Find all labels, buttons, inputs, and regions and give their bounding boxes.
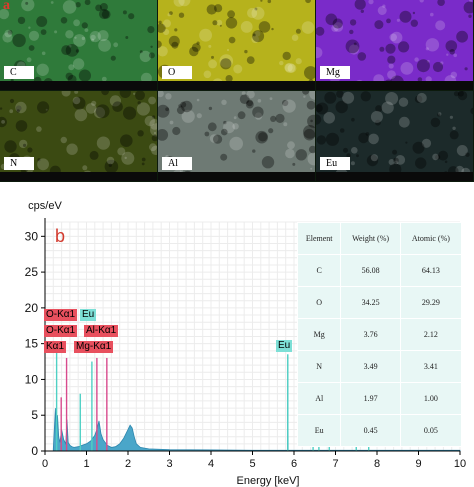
- x-tick-label: 3: [166, 458, 172, 470]
- map-texture: [0, 91, 157, 181]
- table-row: N 3.49 3.41: [296, 350, 463, 383]
- map-label: Eu: [320, 157, 350, 170]
- x-tick-label: 10: [454, 458, 466, 470]
- peak-label: Kα1: [44, 341, 67, 353]
- table-cell: O: [296, 286, 342, 319]
- table-cell: Eu: [296, 414, 342, 447]
- table-cell: Al: [296, 382, 342, 415]
- map-scale-footer: [316, 172, 473, 181]
- table-cell: Mg: [296, 318, 342, 351]
- table-cell: 3.41: [399, 350, 463, 383]
- peak-label: O-Kα1: [44, 325, 78, 337]
- x-tick-label: 6: [291, 458, 297, 470]
- x-tick-label: 0: [42, 458, 48, 470]
- map-tile-n: N: [0, 91, 157, 181]
- table-row: Mg 3.76 2.12: [296, 318, 463, 351]
- y-tick-label: 25: [25, 265, 39, 279]
- map-label: N: [4, 157, 34, 170]
- y-tick-label: 5: [31, 408, 38, 422]
- peak-label: Eu: [276, 340, 293, 352]
- x-axis-label: Energy [keV]: [237, 475, 300, 487]
- x-tick-label: 5: [249, 458, 255, 470]
- table-header-cell: Element: [296, 222, 342, 255]
- x-tick-label: 7: [332, 458, 338, 470]
- table-cell: N: [296, 350, 342, 383]
- table-cell: C: [296, 254, 342, 287]
- composition-table: Element Weight (%) Atomic (%) C 56.08 64.13 O…: [296, 222, 463, 447]
- panel-a-letter: a: [3, 0, 10, 13]
- map-tile-eu: Eu: [316, 91, 473, 181]
- y-axis-label: cps/eV: [28, 200, 62, 212]
- table-cell: 0.45: [340, 414, 401, 447]
- map-scale-footer: [316, 81, 473, 90]
- y-tick-label: 15: [25, 337, 39, 351]
- x-tick-label: 8: [374, 458, 380, 470]
- map-tile-o: O: [158, 0, 315, 90]
- peak-label: Eu: [80, 309, 97, 321]
- table-cell: 3.76: [340, 318, 401, 351]
- table-row: O 34.25 29.29: [296, 286, 463, 319]
- composition-table-header: Element Weight (%) Atomic (%): [296, 222, 463, 255]
- peak-label: Al-Kα1: [84, 325, 119, 337]
- table-cell: 0.05: [399, 414, 463, 447]
- table-row: C 56.08 64.13: [296, 254, 463, 287]
- map-label: C: [4, 66, 34, 79]
- map-tile-mg: Mg: [316, 0, 473, 90]
- map-texture: [316, 0, 473, 90]
- peak-label: O-Kα1: [44, 309, 78, 321]
- table-cell: 1.00: [399, 382, 463, 415]
- map-label: O: [162, 66, 192, 79]
- map-tile-c: C: [0, 0, 157, 90]
- x-tick-label: 4: [208, 458, 214, 470]
- table-cell: 56.08: [340, 254, 401, 287]
- table-cell: 29.29: [399, 286, 463, 319]
- map-scale-footer: [0, 172, 157, 181]
- y-tick-label: 30: [25, 229, 39, 243]
- y-tick-label: 0: [31, 444, 38, 458]
- table-row: Al 1.97 1.00: [296, 382, 463, 415]
- map-scale-footer: [0, 81, 157, 90]
- x-tick-label: 2: [125, 458, 131, 470]
- peak-label: Mg-Kα1: [74, 341, 114, 353]
- map-label: Al: [162, 157, 192, 170]
- map-scale-footer: [158, 81, 315, 90]
- x-tick-label: 1: [83, 458, 89, 470]
- table-cell: 2.12: [399, 318, 463, 351]
- table-row: Eu 0.45 0.05: [296, 414, 463, 447]
- panel-b-letter: b: [55, 226, 65, 246]
- elemental-maps-panel: C O Mg N Al Eu a: [0, 0, 474, 182]
- map-scale-footer: [158, 172, 315, 181]
- map-label: Mg: [320, 66, 350, 79]
- table-cell: 64.13: [399, 254, 463, 287]
- table-cell: 34.25: [340, 286, 401, 319]
- table-header-cell: Atomic (%): [399, 222, 463, 255]
- y-tick-label: 20: [25, 301, 39, 315]
- table-cell: 1.97: [340, 382, 401, 415]
- y-tick-label: 10: [25, 372, 39, 386]
- x-tick-label: 9: [415, 458, 421, 470]
- map-tile-al: Al: [158, 91, 315, 181]
- table-cell: 3.49: [340, 350, 401, 383]
- table-header-cell: Weight (%): [340, 222, 401, 255]
